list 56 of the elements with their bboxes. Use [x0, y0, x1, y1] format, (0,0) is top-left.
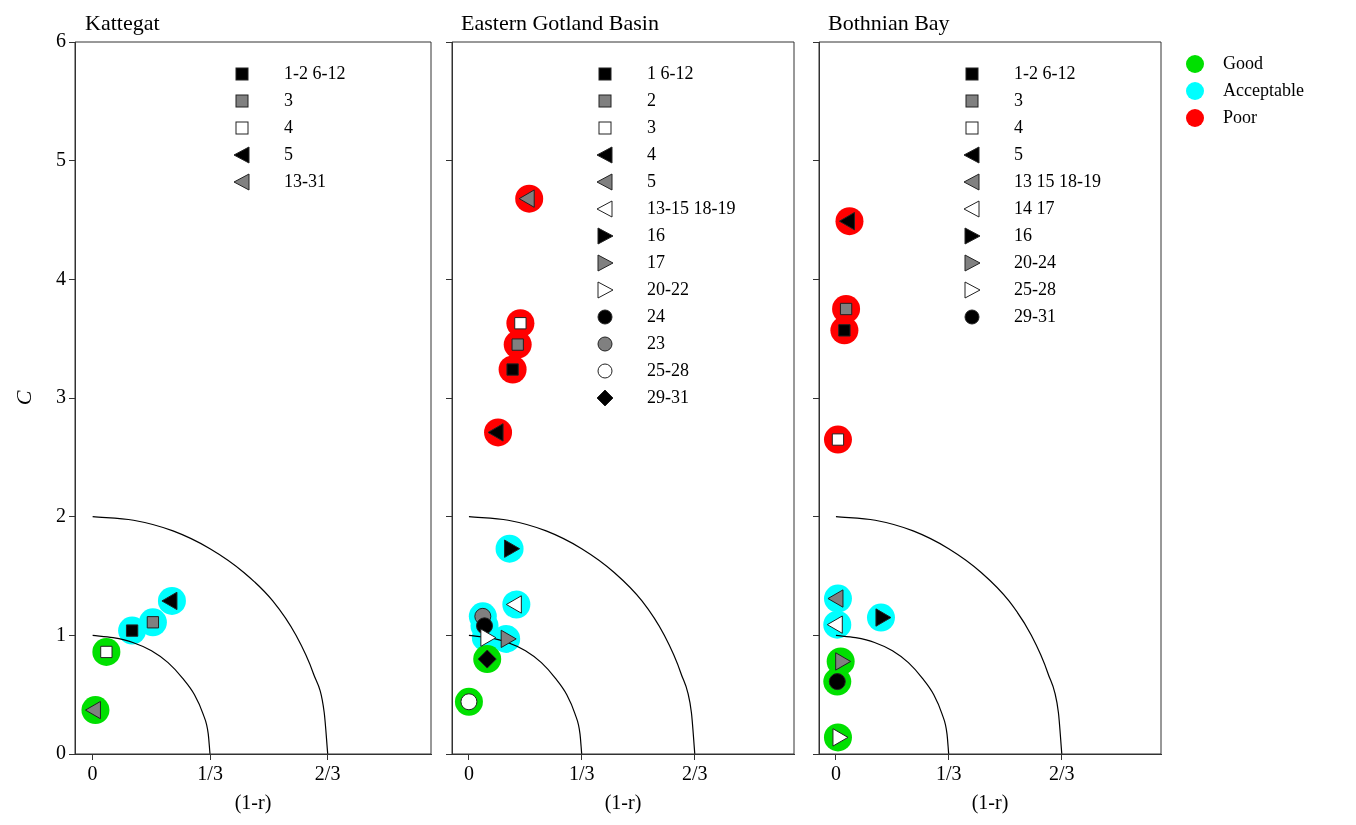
legend-label: Good [1223, 53, 1263, 74]
x-tick-label: 0 [463, 762, 474, 785]
legend-label: 3 [1014, 90, 1023, 111]
legend-label: 20-22 [647, 279, 689, 300]
y-tick-label: 6 [56, 29, 66, 52]
legend-label: 5 [647, 171, 656, 192]
line-series [92, 634, 211, 754]
y-axis-title: C [10, 390, 36, 406]
legend-label: 25-28 [647, 360, 689, 381]
legend-label: 1-2 6-12 [284, 63, 346, 84]
legend-label: 13-15 18-19 [647, 198, 736, 219]
legend-label: 24 [647, 306, 665, 327]
y-tick-label: 4 [56, 266, 66, 289]
y-tick-label: 3 [56, 385, 66, 408]
legend-label: 1-2 6-12 [1014, 63, 1076, 84]
x-tick-label: 1/3 [569, 762, 595, 785]
legend-label: 17 [647, 252, 665, 273]
legend-label: 4 [1014, 117, 1023, 138]
x-tick-label: 2/3 [314, 762, 341, 785]
legend-label: 13 15 18-19 [1014, 171, 1101, 192]
legend-label: 4 [647, 144, 656, 165]
y-tick-label: 2 [56, 503, 66, 526]
legend-label: 3 [647, 117, 656, 138]
legend-label: 3 [284, 90, 293, 111]
x-tick-label: 0 [87, 762, 98, 785]
x-axis-title: (1-r) [604, 791, 642, 815]
legend-label: 29-31 [1014, 306, 1056, 327]
legend-label: 13-31 [284, 171, 326, 192]
legend-label: 1 6-12 [647, 63, 694, 84]
legend-label: 16 [1014, 225, 1032, 246]
legend-label: 20-24 [1014, 252, 1056, 273]
x-axis-title: (1-r) [234, 791, 272, 815]
legend-label: 25-28 [1014, 279, 1056, 300]
x-tick-label: 2/3 [1048, 762, 1075, 785]
legend-label: 4 [284, 117, 293, 138]
x-axis-title: (1-r) [971, 791, 1009, 815]
x-tick-label: 1/3 [936, 762, 962, 785]
chart-title: Bothnian Bay [828, 10, 950, 36]
x-tick-label: 1/3 [197, 762, 223, 785]
x-tick-label: 0 [830, 762, 841, 785]
legend-label: 23 [647, 333, 665, 354]
legend-label: Acceptable [1223, 80, 1304, 101]
y-tick-label: 1 [56, 622, 66, 645]
legend-label: 2 [647, 90, 656, 111]
legend-label: 16 [647, 225, 665, 246]
x-tick-label: 2/3 [681, 762, 708, 785]
legend-label: 29-31 [647, 387, 689, 408]
legend-label: 14 17 [1014, 198, 1055, 219]
y-tick-label: 0 [56, 741, 66, 764]
chart-title: Eastern Gotland Basin [461, 10, 659, 36]
y-tick-label: 5 [56, 147, 66, 170]
legend-label: 5 [284, 144, 293, 165]
legend-label: Poor [1223, 107, 1258, 128]
line-series [92, 516, 329, 754]
legend-label: 5 [1014, 144, 1023, 165]
chart-title: Kattegat [85, 10, 160, 36]
